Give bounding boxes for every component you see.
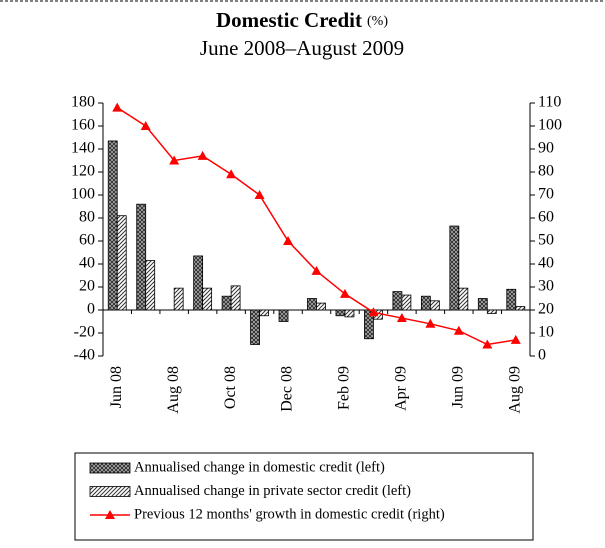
marker: [112, 102, 123, 112]
x-tick-label: Feb 09: [336, 366, 353, 410]
y-tick-label: -20: [74, 324, 95, 341]
bar: [116, 215, 127, 311]
legend-label: Previous 12 months' growth in domestic c…: [134, 506, 445, 522]
y2-tick-label: 20: [538, 301, 554, 318]
legend-swatch: [89, 486, 131, 497]
y-tick-label: 120: [71, 163, 95, 180]
marker: [254, 190, 265, 199]
y-tick-label: 180: [71, 94, 95, 111]
marker: [425, 318, 436, 328]
y-tick-label: -40: [74, 347, 95, 364]
chart-title: Domestic Credit: [216, 8, 362, 32]
y-tick-label: 80: [79, 209, 95, 226]
marker: [169, 155, 180, 165]
bar: [401, 294, 412, 311]
bar: [193, 255, 204, 311]
bar: [316, 302, 326, 311]
bar: [344, 309, 355, 318]
y2-tick-label: 10: [538, 324, 554, 341]
bar: [392, 291, 403, 311]
x-tick-label: Dec 08: [279, 366, 296, 412]
marker: [510, 334, 521, 344]
bar: [515, 306, 526, 311]
bar: [145, 260, 156, 311]
marker: [482, 339, 493, 349]
bar: [506, 288, 517, 311]
y2-tick-label: 40: [538, 255, 554, 272]
y-tick-label: 60: [79, 232, 95, 249]
bar: [449, 225, 460, 311]
bar: [202, 287, 213, 311]
bar: [420, 295, 431, 311]
legend-box: [74, 452, 534, 541]
y2-tick-label: 30: [538, 278, 554, 295]
bar: [107, 140, 118, 311]
legend-label: Annualised change in private sector cred…: [134, 483, 411, 499]
chart-subtitle: June 2008–August 2009: [200, 36, 404, 60]
y-tick-label: 160: [71, 117, 95, 134]
y2-tick-label: 100: [538, 117, 562, 134]
marker: [140, 121, 151, 130]
title-unit: (%): [367, 14, 388, 29]
bar: [259, 309, 269, 317]
y2-tick-label: 110: [538, 94, 561, 111]
marker: [311, 265, 322, 275]
legend-marker: [105, 510, 115, 519]
y2-tick-label: 70: [538, 186, 554, 203]
marker: [197, 150, 208, 160]
y2-tick-label: 0: [538, 347, 546, 364]
bar: [250, 309, 260, 345]
bar: [278, 309, 289, 322]
y2-tick-label: 50: [538, 232, 554, 249]
legend-swatch: [89, 462, 131, 474]
bar: [477, 298, 488, 311]
x-tick-label: Jun 08: [108, 366, 125, 408]
x-tick-label: Oct 08: [222, 366, 239, 409]
y2-tick-label: 90: [538, 140, 554, 157]
marker: [226, 169, 237, 179]
bar: [429, 300, 440, 311]
y2-tick-label: 60: [538, 209, 554, 226]
bar: [458, 287, 469, 311]
marker: [453, 325, 464, 335]
bar: [335, 309, 346, 317]
y-tick-label: 140: [71, 140, 95, 157]
bar: [221, 295, 232, 311]
marker: [339, 288, 350, 298]
bar: [307, 298, 317, 311]
marker: [396, 313, 407, 323]
marker: [283, 236, 294, 245]
marker: [368, 307, 379, 317]
y-tick-label: 0: [87, 301, 95, 318]
chart-title-group: Domestic Credit (%): [216, 8, 388, 32]
y-tick-label: 100: [71, 186, 95, 203]
x-tick-label: Apr 09: [393, 366, 410, 411]
y-tick-label: 40: [79, 255, 95, 272]
bar: [486, 309, 497, 314]
x-tick-label: Aug 08: [165, 366, 182, 414]
legend-label: Annualised change in domestic credit (le…: [134, 459, 385, 475]
bar: [173, 287, 184, 311]
x-tick-label: Aug 09: [506, 366, 523, 414]
y-tick-label: 20: [79, 278, 95, 295]
bar: [136, 203, 147, 311]
bar: [230, 285, 241, 311]
y2-tick-label: 80: [538, 163, 554, 180]
x-tick-label: Jun 09: [450, 366, 467, 408]
